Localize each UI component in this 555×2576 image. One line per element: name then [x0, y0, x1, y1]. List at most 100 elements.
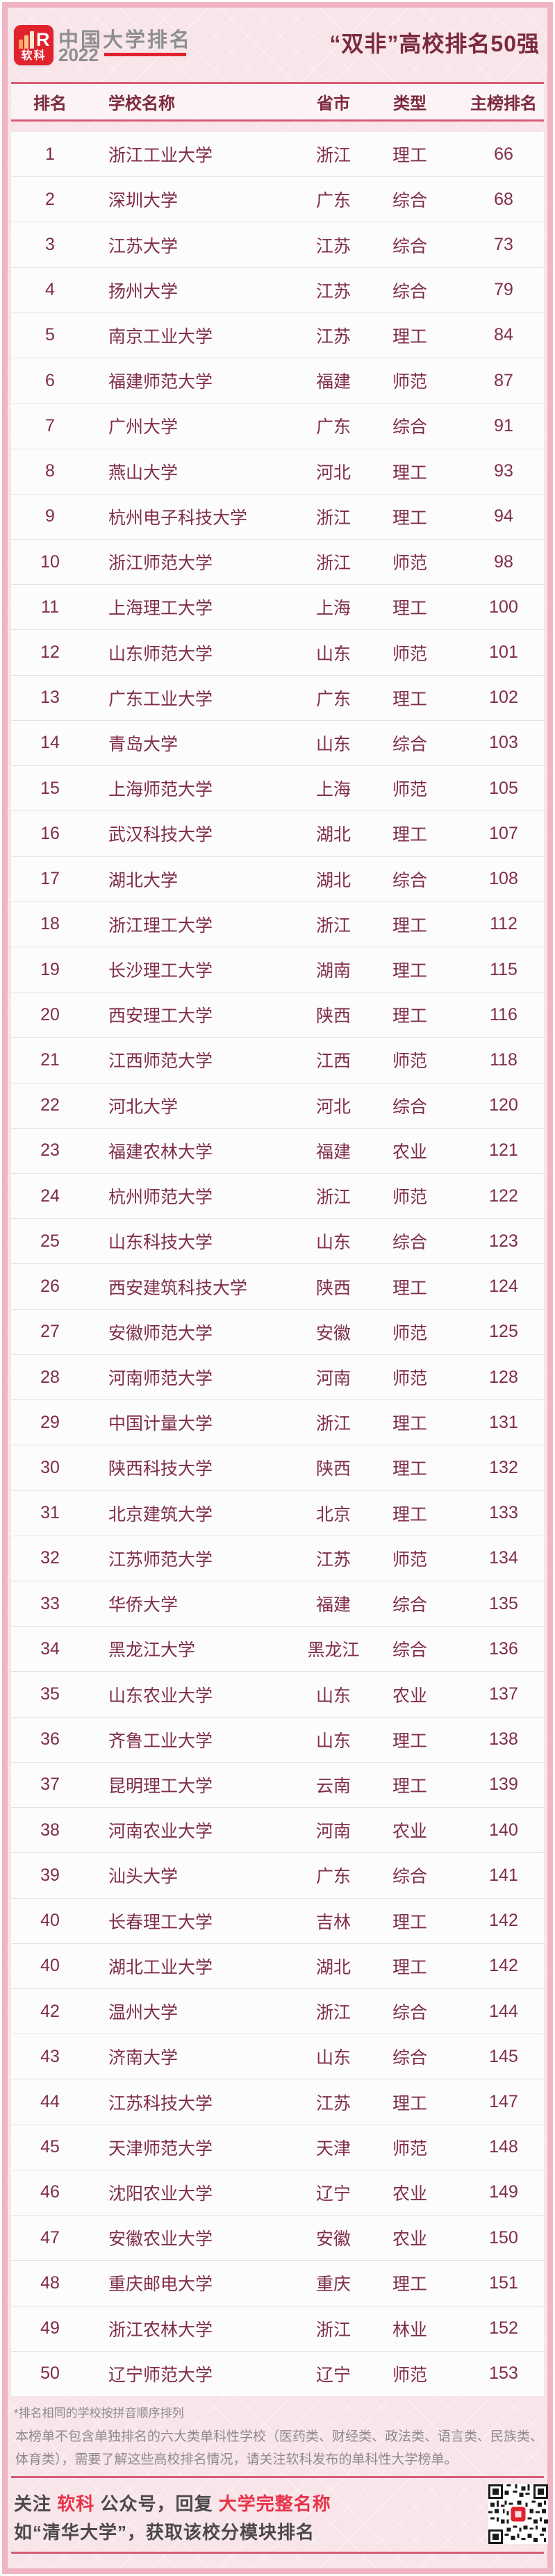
cell-type: 理工: [392, 1912, 427, 1932]
cell-province: 湖北: [315, 1957, 351, 1977]
cell-province: 陕西: [315, 1278, 351, 1298]
cell-province: 重庆: [315, 2275, 351, 2295]
cell-main-rank: 66: [494, 144, 513, 164]
table-row: 32 江苏师范大学 江苏 师范 134: [11, 1535, 544, 1581]
cell-school-name: 河南师范大学: [108, 1369, 213, 1389]
cell-school-name: 长春理工大学: [108, 1912, 213, 1932]
cell-main-rank: 134: [489, 1548, 518, 1568]
cell-province: 浙江: [315, 508, 351, 528]
cell-province: 上海: [315, 599, 351, 619]
table-row: 36 齐鲁工业大学 山东 理工 138: [11, 1716, 544, 1762]
table-row: 31 北京建筑大学 北京 理工 133: [11, 1490, 544, 1536]
cell-province: 湖北: [315, 870, 351, 890]
logo-letter: R: [36, 29, 50, 50]
cell-main-rank: 103: [489, 733, 518, 753]
year-label: 2022: [58, 44, 99, 65]
table-row: 30 陕西科技大学 陕西 理工 132: [11, 1445, 544, 1490]
cell-main-rank: 142: [489, 1911, 518, 1931]
cell-school-name: 温州大学: [108, 2003, 179, 2023]
cell-rank: 48: [40, 2272, 60, 2293]
cell-rank: 2: [45, 189, 55, 209]
cell-rank: 6: [45, 370, 55, 390]
cell-school-name: 齐鲁工业大学: [108, 1731, 213, 1751]
cell-school-name: 广州大学: [108, 417, 179, 438]
cell-rank: 9: [45, 506, 55, 526]
cell-school-name: 燕山大学: [108, 463, 179, 483]
table-row: 50 辽宁师范大学 辽宁 师范 153: [11, 2350, 544, 2396]
cell-school-name: 安徽师范大学: [108, 1323, 213, 1343]
cell-school-name: 陕西科技大学: [108, 1459, 213, 1479]
table-row: 22 河北大学 河北 综合 120: [11, 1082, 544, 1128]
table-row: 47 安徽农业大学 安徽 农业 150: [11, 2215, 544, 2260]
table-row: 33 华侨大学 福建 综合 135: [11, 1581, 544, 1626]
cell-type: 综合: [392, 1097, 427, 1117]
cell-main-rank: 105: [489, 778, 518, 798]
table-row: 40 长春理工大学 吉林 理工 142: [11, 1897, 544, 1943]
cell-province: 陕西: [315, 1006, 351, 1027]
cell-rank: 10: [40, 551, 60, 572]
cell-main-rank: 93: [494, 461, 513, 481]
cell-main-rank: 132: [489, 1457, 518, 1477]
cell-school-name: 福建农林大学: [108, 1142, 213, 1162]
cell-rank: 21: [40, 1049, 60, 1070]
cell-province: 福建: [315, 372, 351, 392]
cell-province: 山东: [315, 734, 351, 754]
cell-rank: 1: [45, 144, 55, 164]
column-header-school: 学校名称: [108, 94, 175, 113]
cell-type: 农业: [392, 2229, 427, 2250]
cell-main-rank: 98: [494, 551, 513, 572]
cell-school-name: 江苏大学: [108, 236, 179, 256]
cell-main-rank: 102: [489, 688, 518, 708]
cell-type: 综合: [392, 734, 427, 754]
cell-province: 安徽: [315, 1323, 351, 1343]
cell-school-name: 山东农业大学: [108, 1686, 213, 1706]
cell-type: 师范: [392, 554, 427, 574]
cell-type: 综合: [392, 2003, 427, 2023]
cell-school-name: 上海理工大学: [108, 599, 213, 619]
cell-rank: 42: [40, 2001, 60, 2021]
cell-type: 师范: [392, 780, 427, 800]
table-row: 24 杭州师范大学 浙江 师范 122: [11, 1173, 544, 1218]
cell-province: 浙江: [315, 1414, 351, 1434]
cell-main-rank: 147: [489, 2092, 518, 2112]
table-row: 48 重庆邮电大学 重庆 理工 151: [11, 2260, 544, 2305]
table-row: 43 济南大学 山东 综合 145: [11, 2034, 544, 2079]
cell-province: 河北: [315, 463, 351, 483]
cell-type: 理工: [392, 961, 427, 981]
table-header: 排名 学校名称 省市 类型 主榜排名: [11, 84, 544, 119]
cell-school-name: 沈阳农业大学: [108, 2184, 213, 2204]
table-row: 2 深圳大学 广东 综合 68: [11, 176, 544, 222]
page-title: 中国大学排名: [58, 29, 192, 51]
cell-main-rank: 68: [494, 189, 513, 209]
cell-rank: 31: [40, 1503, 60, 1523]
footnote-scope: 本榜单不包含单独排名的六大类单科性学校（医药类、财经类、政法类、语言类、民族类、…: [15, 2425, 543, 2471]
cell-main-rank: 141: [489, 1865, 518, 1885]
cell-rank: 16: [40, 823, 60, 843]
column-header-rank: 排名: [33, 94, 67, 113]
cell-type: 理工: [392, 463, 427, 483]
cell-type: 师范: [392, 1052, 427, 1072]
cell-province: 山东: [315, 1731, 351, 1751]
brand-name-red: 软科: [57, 2493, 95, 2514]
cell-main-rank: 116: [490, 1004, 517, 1024]
cell-province: 广东: [315, 417, 351, 438]
brand-logo: R 软科: [14, 25, 53, 65]
footnote-scope-line1: 本榜单不包含单独排名的六大类单科性学校（医药类、财经类、政法类、语言类、民族类、: [15, 2429, 544, 2444]
cell-main-rank: 115: [490, 959, 517, 979]
table-row: 9 杭州电子科技大学 浙江 理工 94: [11, 493, 544, 539]
cell-rank: 34: [40, 1638, 60, 1659]
cell-main-rank: 101: [489, 642, 518, 663]
cell-type: 理工: [392, 2093, 427, 2113]
cell-school-name: 湖北工业大学: [108, 1957, 213, 1977]
cell-main-rank: 148: [489, 2137, 518, 2157]
cell-type: 师范: [392, 2138, 427, 2159]
footnote-tie-rule: *排名相同的学校按拼音顺序排列: [14, 2407, 184, 2420]
cell-school-name: 安徽农业大学: [108, 2229, 213, 2250]
cell-school-name: 河南农业大学: [108, 1822, 213, 1842]
cell-type: 师范: [392, 1188, 427, 1208]
cell-rank: 13: [40, 688, 60, 708]
cell-type: 理工: [392, 1776, 427, 1796]
table-row: 42 温州大学 浙江 综合 144: [11, 1988, 544, 2034]
cell-province: 黑龙江: [307, 1640, 360, 1661]
table-row: 40 湖北工业大学 湖北 理工 142: [11, 1943, 544, 1988]
